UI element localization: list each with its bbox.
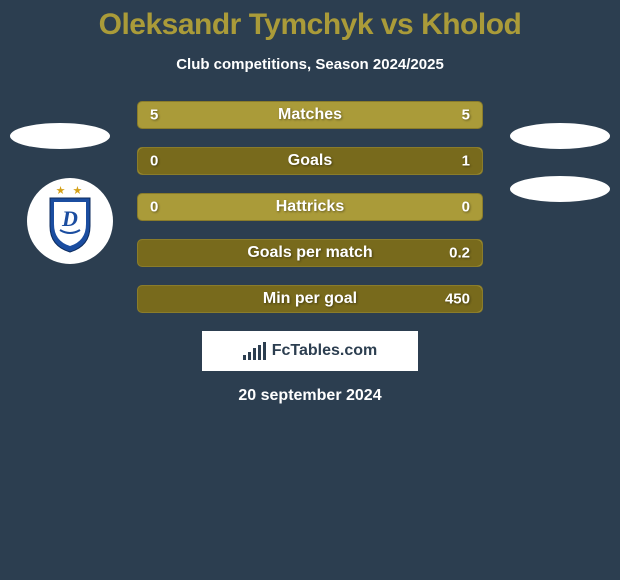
stat-row: 450Min per goal bbox=[137, 285, 483, 313]
stat-label: Min per goal bbox=[138, 290, 482, 308]
stat-row: 0.2Goals per match bbox=[137, 239, 483, 267]
stat-label: Matches bbox=[138, 106, 482, 124]
brand-bars-icon bbox=[243, 342, 266, 360]
stat-row: 55Matches bbox=[137, 101, 483, 129]
brand-text: FcTables.com bbox=[272, 342, 378, 360]
subtitle: Club competitions, Season 2024/2025 bbox=[0, 56, 620, 73]
stat-label: Goals bbox=[138, 152, 482, 170]
comparison-card: Oleksandr Tymchyk vs Kholod Club competi… bbox=[0, 0, 620, 405]
stat-row: 01Goals bbox=[137, 147, 483, 175]
page-title: Oleksandr Tymchyk vs Kholod bbox=[0, 8, 620, 42]
brand-box: FcTables.com bbox=[202, 331, 418, 371]
stat-row: 00Hattricks bbox=[137, 193, 483, 221]
stats-area: 55Matches 01Goals 00Hattricks 0.2Goals per … bbox=[0, 101, 620, 313]
date-text: 20 september 2024 bbox=[0, 387, 620, 405]
stat-label: Hattricks bbox=[138, 198, 482, 216]
stat-label: Goals per match bbox=[138, 244, 482, 262]
